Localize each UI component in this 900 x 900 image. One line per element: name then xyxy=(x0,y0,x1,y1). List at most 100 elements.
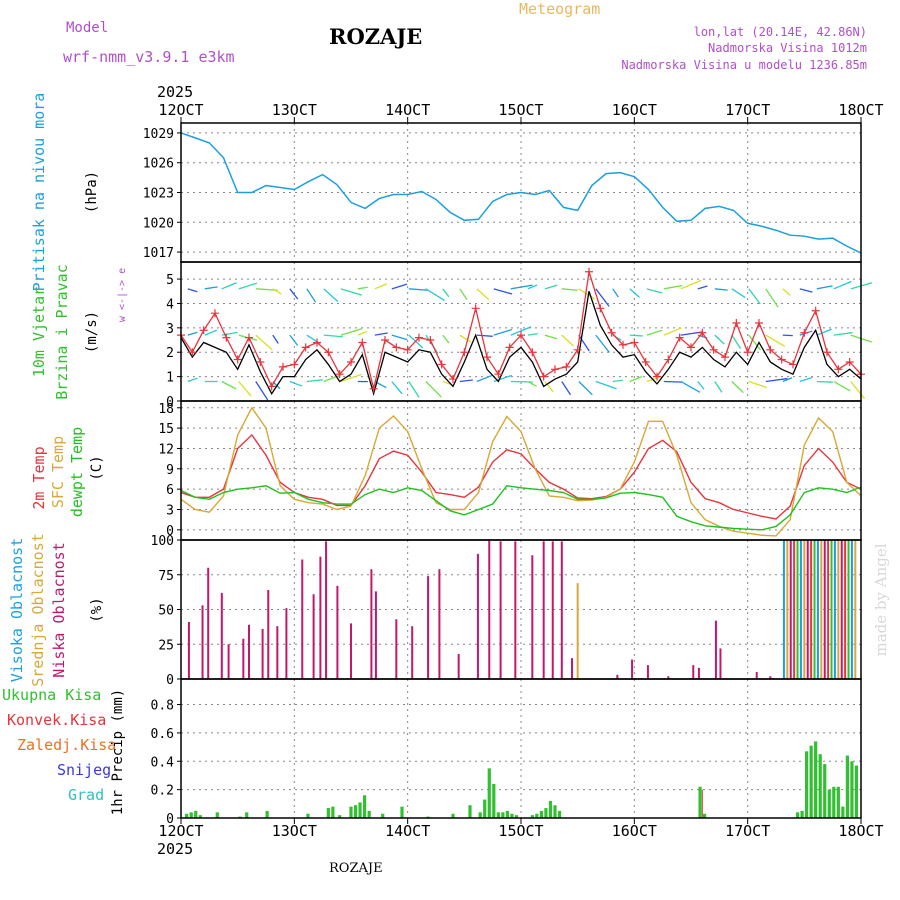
wind-vector xyxy=(323,373,342,383)
wind-gust-marker xyxy=(335,370,344,379)
wind-gust-marker xyxy=(437,360,446,369)
wind-vector xyxy=(748,288,761,305)
altitude-label: Nadmorska Visina 1012m xyxy=(708,41,867,55)
wind-gust-marker xyxy=(211,309,219,318)
wind-gust-marker xyxy=(324,348,333,357)
pressure-ytick-label: 1026 xyxy=(143,157,174,172)
precip-panel: 0 0.2 0.4 0.6 0.8 Ukupna Kisa Konvek.Kisa Zaled… xyxy=(2,679,861,827)
wind-gust-marker xyxy=(777,355,786,364)
pressure-line xyxy=(180,132,862,254)
wind-panel: 0 1 2 3 4 5 10m Vjetar Brzina i Pravac (m/s) w <-… xyxy=(30,262,873,410)
wind-vector xyxy=(476,288,490,301)
wind-gust-marker xyxy=(664,355,673,364)
precip-bar xyxy=(510,813,514,818)
clouds-ytick-label: 75 xyxy=(158,569,174,584)
wind-gust-marker xyxy=(358,338,367,347)
footer-station: ROZAJE xyxy=(329,861,383,876)
wind-vector xyxy=(833,280,852,290)
precip-bar xyxy=(553,805,557,818)
wind-vector xyxy=(680,279,702,290)
wind-gust-marker xyxy=(505,343,514,352)
temp-axis-title-1: 2m Temp xyxy=(30,446,48,509)
xtick-label-top: 12OCT xyxy=(158,101,203,119)
wind-gust-marker xyxy=(562,362,571,371)
precip-bar xyxy=(698,786,702,818)
wind-vector xyxy=(442,288,450,298)
wind-vector xyxy=(493,374,513,383)
precip-legend-0: Ukupna Kisa xyxy=(2,686,101,704)
wind-vector xyxy=(646,329,663,336)
pressure-axis-title: Pritisak na nivou mora xyxy=(30,93,48,292)
wind-vector xyxy=(731,288,746,299)
precip-bar xyxy=(306,813,310,818)
wind-vector xyxy=(646,375,663,383)
wind-vector xyxy=(357,286,368,290)
wind-gust-marker xyxy=(573,345,582,354)
year-label-bottom: 2025 xyxy=(157,840,193,858)
wind-vector xyxy=(833,380,851,392)
wind-vector xyxy=(374,332,388,336)
wind-gust-marker xyxy=(709,345,718,354)
wind-vector xyxy=(578,334,590,352)
wind-gust-marker xyxy=(551,365,559,374)
wind-gust-marker xyxy=(732,318,741,327)
wind-vector xyxy=(459,288,468,301)
wind-vector xyxy=(782,288,791,296)
wind-vector xyxy=(408,288,428,291)
wind-gust-marker xyxy=(222,333,231,342)
wind-vector xyxy=(187,377,198,383)
precip-bar xyxy=(185,813,189,818)
wind-vector xyxy=(765,288,779,308)
wind-vector xyxy=(663,380,683,383)
wind-vector xyxy=(697,285,708,290)
wind-vector xyxy=(714,288,728,291)
precip-bar xyxy=(814,741,818,818)
clouds-ytick-label: 50 xyxy=(158,604,174,619)
precip-bar xyxy=(478,812,482,818)
wind-vector xyxy=(646,288,663,294)
wind-gust-marker xyxy=(347,357,355,366)
wind-vector xyxy=(221,282,237,290)
wind-gust-marker xyxy=(619,340,627,349)
precip-ytick-label: 0 xyxy=(166,812,174,827)
wind-vector xyxy=(748,380,768,389)
xtick-label-top: 14OCT xyxy=(385,101,430,119)
wind-vector xyxy=(391,381,403,395)
precip-legend-4: Grad xyxy=(68,786,104,804)
wind-gust-marker xyxy=(528,348,537,357)
wind-gust-marker xyxy=(245,333,253,342)
precip-bar xyxy=(496,812,500,818)
precip-bar xyxy=(505,810,509,818)
precip-bar xyxy=(189,812,193,818)
wind-vector xyxy=(544,284,558,290)
temperature-ytick-label: 18 xyxy=(158,402,174,417)
wind-vector xyxy=(612,379,623,383)
wind-vector xyxy=(595,380,617,390)
wind-vector xyxy=(612,288,619,298)
precip-bar xyxy=(487,768,491,818)
wind-vector xyxy=(408,381,420,398)
wind-vector xyxy=(340,328,363,336)
wind-gust-marker xyxy=(687,343,695,352)
cloud-axis-title-2: Srednja Oblacnost xyxy=(29,533,47,687)
wind-vector xyxy=(544,381,554,392)
xtick-label-bottom: 12OCT xyxy=(158,822,203,840)
temperature-ytick-label: 9 xyxy=(166,463,174,478)
model-label: Model xyxy=(66,20,109,36)
temp-axis-title-3: dewpt Temp xyxy=(68,427,86,517)
precip-bar xyxy=(363,795,367,818)
precip-axis-title: 1hr Precip (mm) xyxy=(110,689,126,815)
wind-vector xyxy=(374,283,388,290)
xtick-label-bottom: 14OCT xyxy=(385,822,430,840)
xtick-label-top: 16OCT xyxy=(612,101,657,119)
precip-bar xyxy=(349,806,353,818)
wind-vector xyxy=(595,334,610,353)
precip-bar xyxy=(331,806,335,818)
wind-gust-marker xyxy=(301,343,310,352)
wind-gust-marker xyxy=(789,360,797,369)
wind-gust-marker xyxy=(653,372,661,381)
precip-bar xyxy=(548,800,553,818)
wind-gust-marker xyxy=(290,360,299,369)
xtick-label-top: 17OCT xyxy=(725,101,770,119)
